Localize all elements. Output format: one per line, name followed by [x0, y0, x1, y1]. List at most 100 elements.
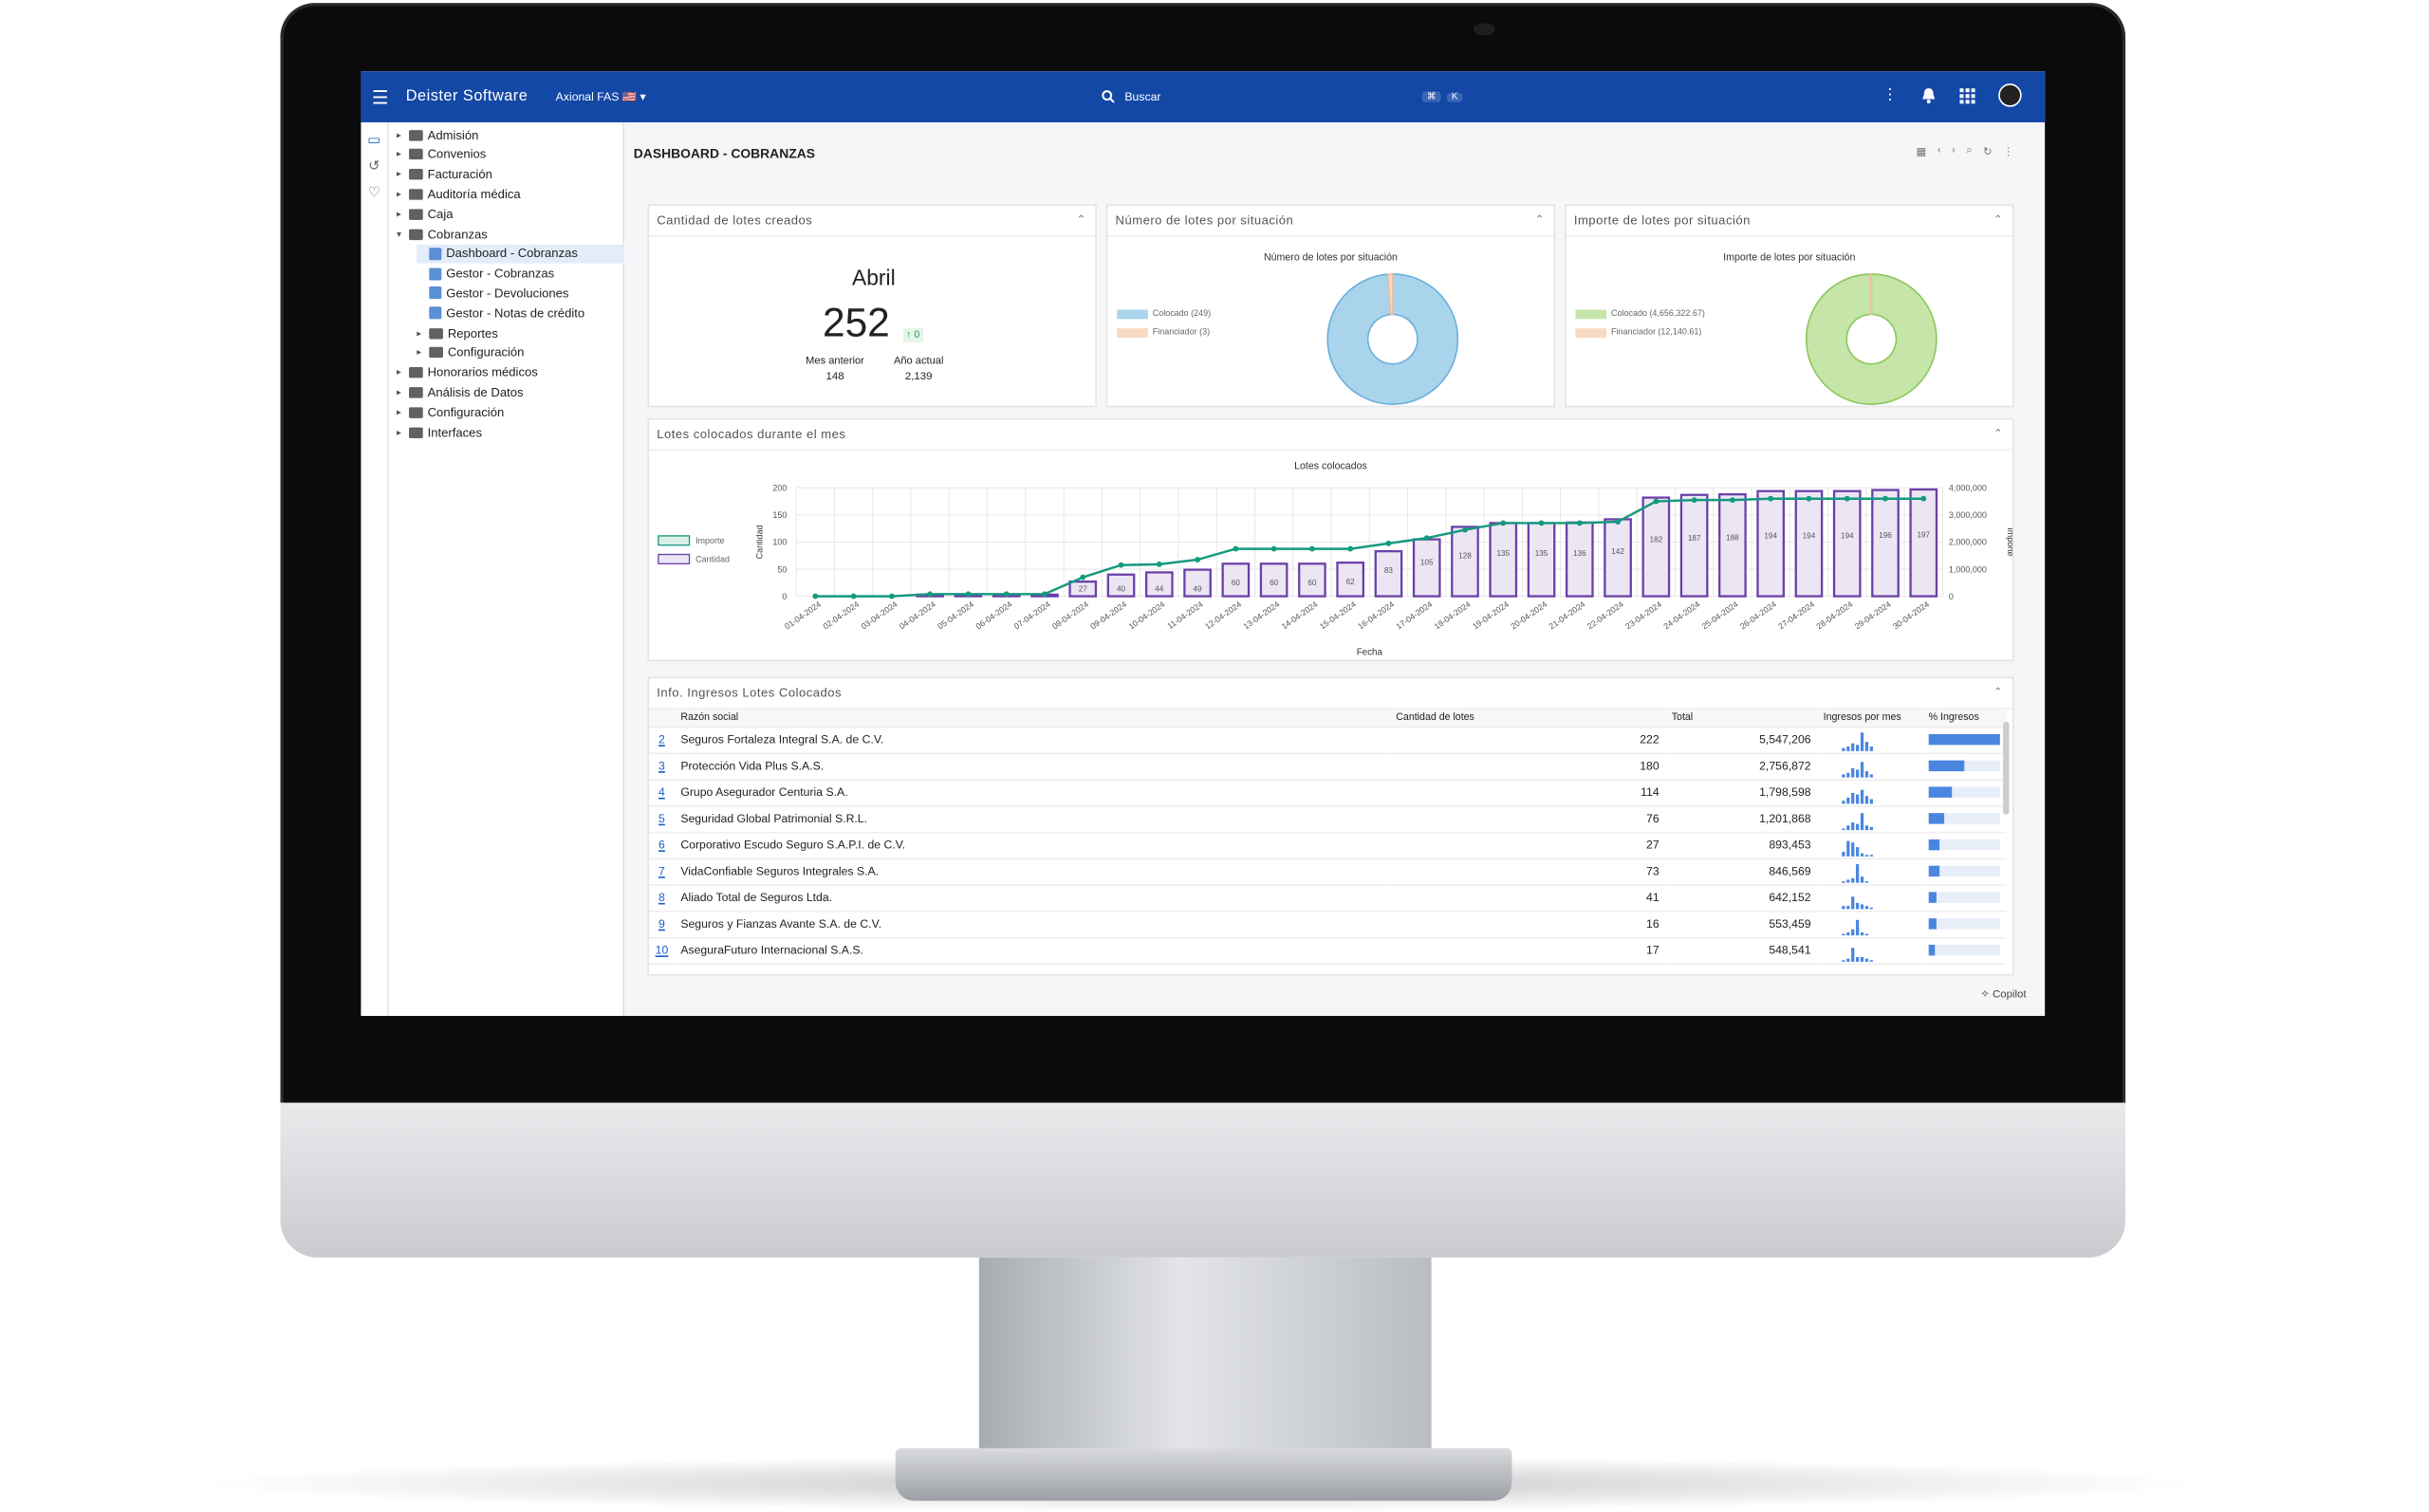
table-row[interactable]: 6 Corporativo Escudo Seguro S.A.P.I. de C… [649, 831, 2007, 859]
line-point[interactable] [1653, 498, 1660, 505]
bar-cantidad[interactable] [1412, 538, 1441, 598]
line-point[interactable] [1462, 526, 1468, 533]
row-link[interactable]: 4 [649, 779, 675, 806]
prev-icon[interactable]: ‹ [1937, 145, 1941, 157]
collapsed-caret-icon[interactable]: ▸ [396, 388, 401, 398]
line-point[interactable] [1003, 591, 1010, 598]
table-row[interactable]: 2 Seguros Fortaleza Integral S.A. de C.V.… [649, 726, 2007, 754]
bar-cantidad[interactable] [1565, 521, 1594, 598]
bar-cantidad[interactable] [1451, 526, 1479, 598]
favorites-heart-icon[interactable]: ♡ [367, 184, 380, 200]
tree-item[interactable]: Dashboard - Cobranzas [417, 244, 624, 264]
legend-label[interactable]: Importe [695, 536, 724, 545]
line-point[interactable] [1729, 497, 1735, 504]
tree-item[interactable]: Gestor - Notas de crédito [417, 304, 584, 323]
table-row[interactable]: 7 VidaConfiable Seguros Integrales S.A. 73… [649, 857, 2007, 886]
bar-cantidad[interactable] [1604, 518, 1632, 598]
row-link[interactable]: 7 [649, 857, 675, 886]
line-point[interactable] [1576, 520, 1583, 526]
bar-cantidad[interactable] [1641, 496, 1671, 598]
collapsed-caret-icon[interactable]: ▸ [396, 190, 401, 200]
kebab-icon[interactable]: ⋮ [2003, 147, 2014, 158]
donut1-legend-financiador[interactable]: Financiador (3) [1117, 328, 1210, 338]
collapsed-caret-icon[interactable]: ▸ [417, 328, 422, 339]
table-row[interactable]: 4 Grupo Asegurador Centuria S.A. 114 1,798,… [649, 779, 2007, 806]
menu-icon[interactable]: ☰ [371, 85, 389, 108]
line-point[interactable] [1118, 562, 1124, 568]
bar-cantidad[interactable] [1756, 489, 1786, 598]
line-point[interactable] [1423, 535, 1430, 542]
line-point[interactable] [812, 593, 819, 599]
col-total[interactable]: Total [1665, 709, 1818, 728]
donut2-legend-colocado[interactable]: Colocado (4,656,322.67) [1575, 309, 1705, 320]
collapsed-caret-icon[interactable]: ▸ [396, 428, 401, 438]
line-point[interactable] [1806, 495, 1812, 502]
collapse-icon[interactable]: ⌃ [1993, 429, 2004, 440]
collapsed-caret-icon[interactable]: ▸ [417, 348, 422, 359]
row-link[interactable]: 3 [649, 752, 675, 781]
collapsed-caret-icon[interactable]: ▸ [396, 408, 401, 418]
bar-cantidad[interactable] [1871, 489, 1900, 598]
bar-cantidad[interactable] [1336, 562, 1365, 598]
bar-cantidad[interactable] [1527, 522, 1556, 598]
line-point[interactable] [1500, 520, 1507, 526]
tree-item[interactable]: Gestor - Devoluciones [417, 284, 568, 303]
layout-icon[interactable]: ▦ [1916, 147, 1927, 158]
folder-icon[interactable]: ▭ [367, 131, 381, 148]
collapsed-caret-icon[interactable]: ▸ [396, 210, 401, 220]
table-scrollbar[interactable] [2003, 721, 2010, 815]
collapsed-caret-icon[interactable]: ▸ [396, 150, 401, 160]
bar-cantidad[interactable] [1183, 568, 1212, 598]
user-avatar[interactable] [1998, 83, 2022, 107]
row-link[interactable]: 10 [649, 936, 675, 965]
more-options-icon[interactable]: ⋮ [1882, 86, 1899, 104]
bar-cantidad[interactable] [1259, 562, 1289, 598]
line-point[interactable] [1882, 495, 1888, 502]
line-point[interactable] [1233, 545, 1239, 552]
bar-cantidad[interactable] [1489, 522, 1518, 598]
bar-cantidad[interactable] [1718, 493, 1747, 598]
zoom-icon[interactable]: ⌕ [1966, 145, 1973, 157]
line-point[interactable] [1347, 545, 1354, 552]
bar-cantidad[interactable] [1909, 488, 1938, 598]
tree-item[interactable]: ▸ Convenios [397, 145, 486, 164]
table-row[interactable]: 3 Protección Vida Plus S.A.S. 180 2,756,872 [649, 752, 2007, 781]
line-point[interactable] [1042, 591, 1048, 598]
bar-cantidad[interactable] [1106, 573, 1136, 598]
collapsed-caret-icon[interactable]: ▸ [396, 130, 401, 140]
next-icon[interactable]: › [1951, 145, 1956, 157]
bar-cantidad[interactable] [1794, 489, 1824, 598]
donut-slice[interactable] [1805, 273, 1938, 405]
tree-item[interactable]: ▸ Admisión [397, 125, 478, 144]
tree-item[interactable]: ▸ Caja [397, 205, 454, 224]
row-link[interactable]: 2 [649, 726, 675, 754]
tree-item[interactable]: ▸ Análisis de Datos [397, 383, 524, 402]
line-point[interactable] [1920, 495, 1927, 502]
search-box[interactable]: Buscar ⌘ K [1102, 85, 1463, 108]
line-point[interactable] [1615, 519, 1622, 525]
refresh-icon[interactable]: ↻ [1983, 147, 1993, 158]
line-point[interactable] [850, 593, 857, 599]
line-point[interactable] [1270, 545, 1277, 552]
search-input[interactable]: Buscar [1124, 89, 1161, 104]
tree-item[interactable]: ▸ Auditoría médica [397, 185, 521, 204]
line-point[interactable] [1080, 574, 1086, 581]
bar-cantidad[interactable] [1221, 562, 1251, 598]
col-pct-ingresos[interactable]: % Ingresos [1922, 709, 2007, 728]
bar-cantidad[interactable] [1298, 562, 1326, 598]
tree-item[interactable]: ▸ Reportes [417, 323, 498, 342]
collapsed-caret-icon[interactable]: ▸ [396, 170, 401, 180]
collapsed-caret-icon[interactable]: ▸ [396, 368, 401, 378]
table-row[interactable]: 9 Seguros y Fianzas Avante S.A. de C.V. 16… [649, 911, 2007, 938]
bar-cantidad[interactable] [1144, 571, 1174, 598]
expanded-caret-icon[interactable]: ▾ [396, 230, 401, 240]
col-ingresos-mes[interactable]: Ingresos por mes [1817, 709, 1923, 728]
line-point[interactable] [927, 591, 934, 598]
collapse-icon[interactable]: ⌃ [1993, 687, 2004, 699]
bar-cantidad[interactable] [1832, 489, 1862, 598]
row-link[interactable]: 5 [649, 805, 675, 833]
tree-item[interactable]: ▸ Configuración [417, 343, 524, 362]
line-point[interactable] [1538, 520, 1545, 526]
donut-slice[interactable] [1386, 273, 1394, 316]
donut-slice[interactable] [1869, 273, 1873, 316]
